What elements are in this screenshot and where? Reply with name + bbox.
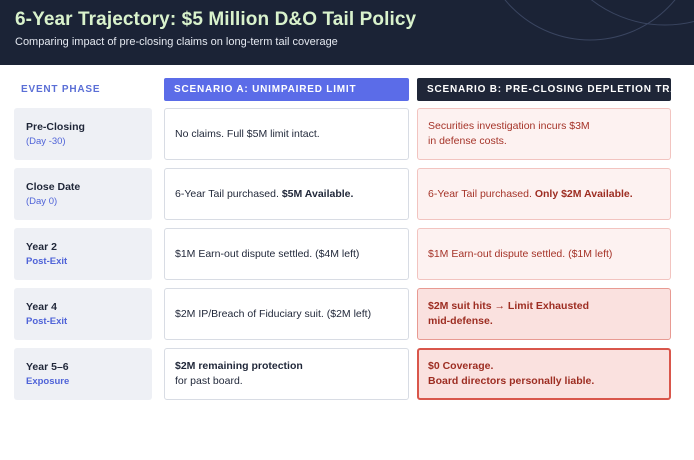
scenario-a-cell: No claims. Full $5M limit intact. <box>164 108 409 160</box>
scenario-b-line: in defense costs. <box>428 135 507 147</box>
phase-title: Year 4 <box>26 301 57 313</box>
column-header-scenario-b: SCENARIO B: PRE-CLOSING DEPLETION TRAP <box>417 78 685 101</box>
column-header-phase: EVENT PHASE <box>21 84 101 95</box>
scenario-a-text: $2M IP/Breach of Fiduciary suit. ($2M le… <box>175 307 372 320</box>
page-title: 6-Year Trajectory: $5 Million D&O Tail P… <box>15 9 417 30</box>
scenario-a-line: $2M remaining protection <box>175 360 303 372</box>
scenario-a-cell: $2M IP/Breach of Fiduciary suit. ($2M le… <box>164 288 409 340</box>
phase-cell-year-4: Year 4 Post-Exit <box>14 288 152 340</box>
scenario-a-cell: $2M remaining protection for past board. <box>164 348 409 400</box>
phase-cell-close-date: Close Date (Day 0) <box>14 168 152 220</box>
scenario-b-line: $2M suit hits → Limit Exhausted <box>428 300 590 312</box>
phase-cell-year-2: Year 2 Post-Exit <box>14 228 152 280</box>
scenario-b-line: Securities investigation incurs $3M <box>428 120 590 132</box>
scenario-b-cell: $1M Earn-out dispute settled. ($1M left) <box>417 228 671 280</box>
phase-title: Pre-Closing <box>26 121 85 133</box>
scenario-b-text-line: 6-Year Tail purchased. Only $2M Availabl… <box>428 187 670 202</box>
phase-subtitle: (Day -30) <box>26 136 66 147</box>
scenario-a-cell: $1M Earn-out dispute settled. ($4M left) <box>164 228 409 280</box>
scenario-a-cell: 6-Year Tail purchased. $5M Available. <box>164 168 409 220</box>
scenario-b-line: Board directors personally liable. <box>428 375 595 387</box>
scenario-b-line: $0 Coverage. <box>428 360 494 372</box>
column-header-scenario-a: SCENARIO A: UNIMPAIRED LIMIT <box>164 78 409 101</box>
scenario-b-cell: 6-Year Tail purchased. Only $2M Availabl… <box>417 168 671 220</box>
phase-title: Close Date <box>26 181 81 193</box>
phase-title: Year 2 <box>26 241 57 253</box>
scenario-b-cell: Securities investigation incurs $3M in d… <box>417 108 671 160</box>
scenario-a-highlight: $5M Available. <box>281 187 354 200</box>
phase-subtitle: Post-Exit <box>26 256 68 267</box>
phase-subtitle: Exposure <box>26 376 70 387</box>
scenario-a-text-line: 6-Year Tail purchased. $5M Available. <box>175 187 408 202</box>
phase-title: Year 5–6 <box>26 361 69 373</box>
phase-subtitle: (Day 0) <box>26 196 58 207</box>
scenario-a-text: $1M Earn-out dispute settled. ($4M left) <box>175 247 360 260</box>
scenario-b-text: $1M Earn-out dispute settled. ($1M left) <box>428 247 613 260</box>
decorative-arcs <box>504 0 694 41</box>
scenario-b-highlight: Only $2M Available. <box>534 187 633 200</box>
scenario-b-text: 6-Year Tail purchased. <box>428 187 535 200</box>
phase-cell-year-5-6: Year 5–6 Exposure <box>14 348 152 400</box>
scenario-b-line: mid-defense. <box>428 315 493 327</box>
phase-subtitle: Post-Exit <box>26 316 68 327</box>
scenario-b-cell-warning: $2M suit hits → Limit Exhausted mid-defe… <box>417 288 671 340</box>
scenario-a-line: for past board. <box>175 375 243 387</box>
scenario-a-text: No claims. Full $5M limit intact. <box>175 127 320 140</box>
header-banner: 6-Year Trajectory: $5 Million D&O Tail P… <box>0 0 694 65</box>
scenario-a-text: 6-Year Tail purchased. <box>175 187 282 200</box>
phase-cell-pre-closing: Pre-Closing (Day -30) <box>14 108 152 160</box>
page-subtitle: Comparing impact of pre-closing claims o… <box>15 36 338 48</box>
scenario-b-cell-critical: $0 Coverage. Board directors personally … <box>417 348 671 400</box>
